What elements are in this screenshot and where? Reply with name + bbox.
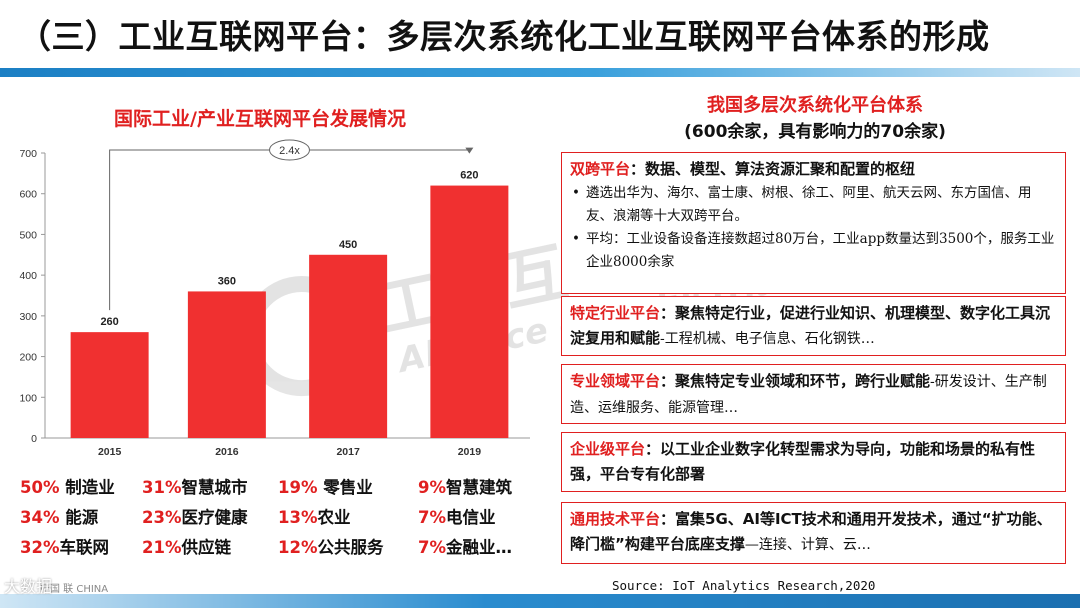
box-detail: —连接、计算、云… bbox=[744, 537, 871, 553]
industry-stat-label: 零售业 bbox=[317, 478, 373, 497]
box-domain-platform: 专业领域平台：聚焦特定专业领域和环节，跨行业赋能-研发设计、生产制造、运维服务、… bbox=[561, 364, 1066, 424]
industry-stat-item: 32%车联网 bbox=[20, 534, 109, 558]
page-title: （三）工业互联网平台：多层次系统化工业互联网平台体系的形成 bbox=[18, 17, 990, 56]
y-tick-label: 400 bbox=[19, 270, 37, 282]
y-tick-label: 500 bbox=[19, 229, 37, 241]
box-desc: ：聚焦特定专业领域和环节，跨行业赋能 bbox=[660, 372, 931, 390]
platform-system-subtitle: (600余家，具有影响力的70余家) bbox=[684, 122, 946, 142]
chart-title: 国际工业/产业互联网平台发展情况 bbox=[114, 108, 406, 130]
title-divider-bar bbox=[0, 68, 1080, 77]
industry-stat-item: 34% 能源 bbox=[20, 504, 98, 528]
industry-stat-label: 供应链 bbox=[181, 538, 232, 557]
box-detail: -工程机械、电子信息、石化钢铁… bbox=[660, 331, 875, 347]
industry-stat-item: 9%智慧建筑 bbox=[418, 474, 512, 498]
industry-stat-percent: 13% bbox=[278, 508, 318, 527]
industry-stat-item: 7%电信业 bbox=[418, 504, 496, 528]
y-tick-label: 600 bbox=[19, 189, 37, 201]
industry-stat-percent: 23% bbox=[142, 508, 182, 527]
industry-stat-percent: 50% bbox=[20, 478, 60, 497]
corner-watermark-logo: 大数据 bbox=[4, 577, 53, 596]
growth-annotation-label: 2.4x bbox=[279, 145, 300, 157]
list-item: 平均：工业设备设备连接数超过80万台，工业app数量达到3500个，服务工业企业… bbox=[570, 228, 1057, 274]
growth-annotation-oval bbox=[269, 139, 310, 161]
box-desc: ：以工业企业数字化转型需求为导向，功能和场景的私有性强，平台专有化部署 bbox=[570, 440, 1036, 483]
industry-stat-label: 农业 bbox=[317, 508, 351, 527]
industry-stat-label: 能源 bbox=[59, 508, 99, 527]
industry-stat-percent: 12% bbox=[278, 538, 318, 557]
chart-bar bbox=[309, 254, 388, 438]
industry-stat-label: 金融业… bbox=[446, 538, 513, 557]
y-tick-label: 100 bbox=[19, 392, 37, 404]
x-tick-label: 2017 bbox=[336, 446, 360, 458]
industry-stat-item: 23%医疗健康 bbox=[142, 504, 248, 528]
industry-stat-label: 公共服务 bbox=[317, 538, 384, 557]
industry-stat-item: 21%供应链 bbox=[142, 534, 231, 558]
industry-stat-label: 制造业 bbox=[59, 478, 115, 497]
bar-data-label: 360 bbox=[218, 275, 236, 287]
bar-data-label: 260 bbox=[100, 316, 118, 328]
industry-stat-percent: 7% bbox=[418, 508, 447, 527]
source-note: Source: IoT Analytics Research,2020 bbox=[612, 578, 876, 593]
box-head: 通用技术平台 bbox=[570, 510, 661, 528]
chart-bar bbox=[187, 291, 266, 438]
box-general-tech-platform: 通用技术平台：富集5G、AI等ICT技术和通用开发技术，通过“扩功能、降门槛”构… bbox=[561, 502, 1066, 564]
chart-bar bbox=[430, 185, 509, 438]
box-desc: ：富集5G、AI等ICT技术和通用开发技术，通过“扩功能、降门槛”构建平台底座支… bbox=[570, 510, 1052, 553]
footer-bar bbox=[0, 594, 1080, 608]
industry-stat-percent: 21% bbox=[142, 538, 182, 557]
industry-stat-label: 智慧城市 bbox=[181, 478, 248, 497]
industry-stat-item: 31%智慧城市 bbox=[142, 474, 248, 498]
industry-stat-item: 13%农业 bbox=[278, 504, 351, 528]
industry-stat-label: 智慧建筑 bbox=[446, 478, 513, 497]
y-tick-label: 300 bbox=[19, 311, 37, 323]
bar-data-label: 450 bbox=[339, 239, 357, 251]
industry-stat-percent: 9% bbox=[418, 478, 447, 497]
industry-stat-percent: 32% bbox=[20, 538, 60, 557]
box-head: 企业级平台 bbox=[570, 440, 646, 458]
platform-system-title: 我国多层次系统化平台体系 bbox=[707, 95, 923, 116]
footer-logo: 中国 联 CHINA bbox=[40, 584, 109, 595]
box-head: 特定行业平台 bbox=[570, 304, 661, 322]
bar-chart: 0 100 200 300 400 500 600 700 260 2015 360 2016 450 2… bbox=[19, 139, 530, 458]
industry-stats: 50% 制造业 31%智慧城市 19% 零售业 9%智慧建筑 34% 能源 23%医疗健康… bbox=[20, 474, 550, 574]
industry-stat-percent: 7% bbox=[418, 538, 447, 557]
box-detail: -研发设计、生产制造、运维服务、能源管理… bbox=[570, 374, 1047, 416]
industry-stat-percent: 34% bbox=[20, 508, 60, 527]
box-desc: ：数据、模型、算法资源汇聚和配置的枢纽 bbox=[630, 160, 916, 178]
industry-stat-label: 医疗健康 bbox=[181, 508, 248, 527]
industry-stat-label: 电信业 bbox=[446, 508, 496, 527]
y-tick-label: 200 bbox=[19, 352, 37, 364]
industry-stat-percent: 19% bbox=[278, 478, 318, 497]
box-head: 专业领域平台 bbox=[570, 372, 661, 390]
list-item: 遴选出华为、海尔、富士康、树根、徐工、阿里、航天云网、东方国信、用友、浪潮等十大… bbox=[570, 182, 1057, 228]
industry-stat-item: 12%公共服务 bbox=[278, 534, 384, 558]
industry-stat-percent: 31% bbox=[142, 478, 182, 497]
box-enterprise-platform: 企业级平台：以工业企业数字化转型需求为导向，功能和场景的私有性强，平台专有化部署 bbox=[561, 432, 1066, 492]
bullet-list: 遴选出华为、海尔、富士康、树根、徐工、阿里、航天云网、东方国信、用友、浪潮等十大… bbox=[570, 182, 1057, 274]
growth-bracket-line bbox=[109, 149, 470, 311]
bar-data-label: 620 bbox=[460, 170, 478, 182]
x-tick-label: 2016 bbox=[215, 446, 239, 458]
industry-stat-item: 7%金融业… bbox=[418, 534, 512, 558]
box-head: 双跨平台 bbox=[570, 160, 631, 178]
box-desc: ：聚焦特定行业，促进行业知识、机理模型、数字化工具沉淀复用和赋能 bbox=[570, 304, 1051, 347]
industry-stat-item: 50% 制造业 bbox=[20, 474, 115, 498]
y-tick-label: 700 bbox=[19, 148, 37, 160]
chart-bar bbox=[70, 332, 149, 438]
box-industry-platform: 特定行业平台：聚焦特定行业，促进行业知识、机理模型、数字化工具沉淀复用和赋能-工… bbox=[561, 296, 1066, 356]
industry-stat-label: 车联网 bbox=[59, 538, 110, 557]
box-dual-cross-platform: 双跨平台：数据、模型、算法资源汇聚和配置的枢纽 遴选出华为、海尔、富士康、树根、… bbox=[561, 152, 1066, 294]
growth-arrow-icon bbox=[465, 147, 474, 154]
x-tick-label: 2015 bbox=[98, 446, 122, 458]
y-tick-label: 0 bbox=[31, 433, 37, 445]
industry-stat-item: 19% 零售业 bbox=[278, 474, 373, 498]
x-tick-label: 2019 bbox=[458, 446, 482, 458]
